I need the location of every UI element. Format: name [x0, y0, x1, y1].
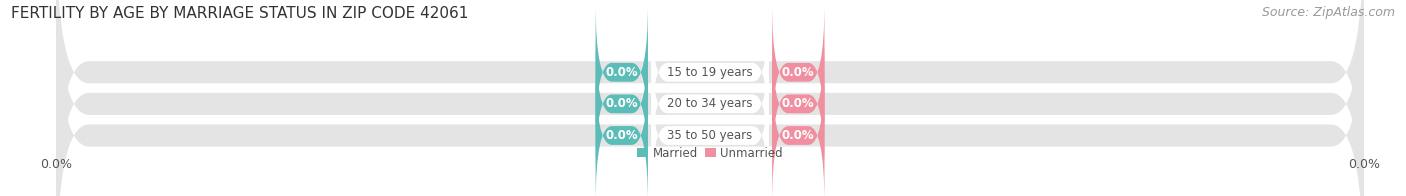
FancyBboxPatch shape: [651, 66, 769, 196]
Text: 35 to 50 years: 35 to 50 years: [668, 129, 752, 142]
FancyBboxPatch shape: [651, 34, 769, 173]
FancyBboxPatch shape: [596, 66, 648, 196]
FancyBboxPatch shape: [56, 0, 1364, 196]
Text: Source: ZipAtlas.com: Source: ZipAtlas.com: [1261, 6, 1395, 19]
Text: 0.0%: 0.0%: [782, 66, 814, 79]
FancyBboxPatch shape: [651, 3, 769, 142]
FancyBboxPatch shape: [596, 34, 648, 173]
Text: 0.0%: 0.0%: [606, 66, 638, 79]
FancyBboxPatch shape: [596, 3, 648, 142]
FancyBboxPatch shape: [772, 66, 824, 196]
Text: FERTILITY BY AGE BY MARRIAGE STATUS IN ZIP CODE 42061: FERTILITY BY AGE BY MARRIAGE STATUS IN Z…: [11, 6, 468, 21]
Text: 0.0%: 0.0%: [606, 129, 638, 142]
Text: 0.0%: 0.0%: [782, 97, 814, 110]
FancyBboxPatch shape: [772, 3, 824, 142]
Text: 0.0%: 0.0%: [606, 97, 638, 110]
FancyBboxPatch shape: [56, 0, 1364, 196]
Legend: Married, Unmarried: Married, Unmarried: [633, 142, 787, 165]
Text: 20 to 34 years: 20 to 34 years: [668, 97, 752, 110]
Text: 0.0%: 0.0%: [782, 129, 814, 142]
FancyBboxPatch shape: [56, 0, 1364, 196]
FancyBboxPatch shape: [772, 34, 824, 173]
Text: 15 to 19 years: 15 to 19 years: [668, 66, 752, 79]
